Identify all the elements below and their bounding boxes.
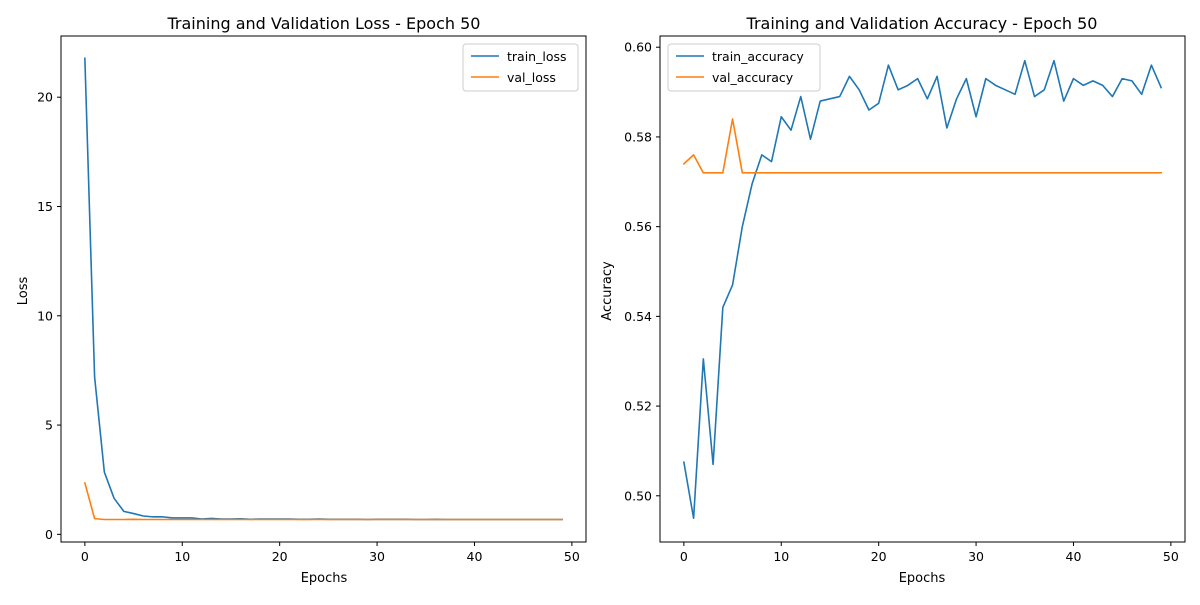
accuracy-legend: train_accuracy val_accuracy	[667, 43, 821, 92]
loss-x-tick-label: 30	[369, 549, 385, 564]
accuracy-chart-title: Training and Validation Accuracy - Epoch…	[746, 14, 1098, 33]
accuracy-x-axis-label: Epochs	[899, 571, 946, 586]
accuracy-y-tick-label: 0.54	[624, 309, 652, 324]
loss-x-tick-label: 40	[467, 549, 483, 564]
accuracy-x-tick-label: 20	[871, 549, 887, 564]
accuracy-y-axis-label: Accuracy	[600, 261, 615, 321]
accuracy-y-tick-label: 0.60	[624, 40, 652, 55]
loss-y-tick-label: 10	[37, 308, 53, 323]
loss-x-tick-label: 10	[174, 549, 190, 564]
loss-y-tick-label: 20	[37, 90, 53, 105]
loss-plot-marks	[83, 57, 563, 521]
loss-plot-frame	[60, 35, 587, 543]
loss-legend-train-label: train_loss	[507, 49, 567, 64]
loss-y-tick-label: 0	[45, 527, 53, 542]
loss-x-tick-label: 20	[272, 549, 288, 564]
loss-y-tick-label: 15	[37, 199, 53, 214]
accuracy-y-tick-label: 0.50	[624, 488, 652, 503]
loss-series-train-loss-line	[84, 57, 563, 521]
accuracy-y-tick-label: 0.56	[624, 219, 652, 234]
accuracy-plot-frame	[659, 35, 1186, 543]
loss-x-axis-label: Epochs	[301, 571, 348, 586]
loss-y-axis-label: Loss	[16, 277, 31, 306]
loss-axis-ticks: 0 10 20 30 40 50 0 5 10 15 20	[37, 90, 580, 564]
loss-series-val-loss-line	[83, 481, 563, 521]
accuracy-x-tick-label: 10	[773, 549, 789, 564]
accuracy-y-tick-label: 0.58	[624, 129, 652, 144]
loss-y-tick-label: 5	[45, 418, 53, 433]
accuracy-legend-val-label: val_accuracy	[712, 70, 794, 85]
accuracy-x-tick-label: 50	[1163, 549, 1179, 564]
accuracy-series-val-accuracy-line	[682, 118, 1162, 174]
loss-legend-val-label: val_loss	[507, 70, 556, 85]
loss-chart-title: Training and Validation Loss - Epoch 50	[167, 14, 481, 33]
accuracy-x-tick-label: 0	[680, 549, 688, 564]
loss-x-tick-label: 50	[564, 549, 580, 564]
accuracy-y-tick-label: 0.52	[624, 399, 652, 414]
accuracy-plot-marks	[682, 59, 1163, 520]
accuracy-series-train-accuracy-line	[682, 59, 1163, 520]
accuracy-axis-ticks: 0 10 20 30 40 50 0.50 0.52 0.54 0.56 0.58 0.60	[624, 40, 1179, 564]
accuracy-x-tick-label: 40	[1066, 549, 1082, 564]
loss-legend: train_loss val_loss	[462, 43, 579, 92]
accuracy-legend-box	[667, 43, 821, 92]
loss-chart: Training and Validation Loss - Epoch 50 …	[16, 14, 587, 586]
loss-x-tick-label: 0	[81, 549, 89, 564]
accuracy-chart: Training and Validation Accuracy - Epoch…	[600, 14, 1186, 586]
accuracy-x-tick-label: 30	[968, 549, 984, 564]
accuracy-legend-train-label: train_accuracy	[712, 49, 804, 64]
